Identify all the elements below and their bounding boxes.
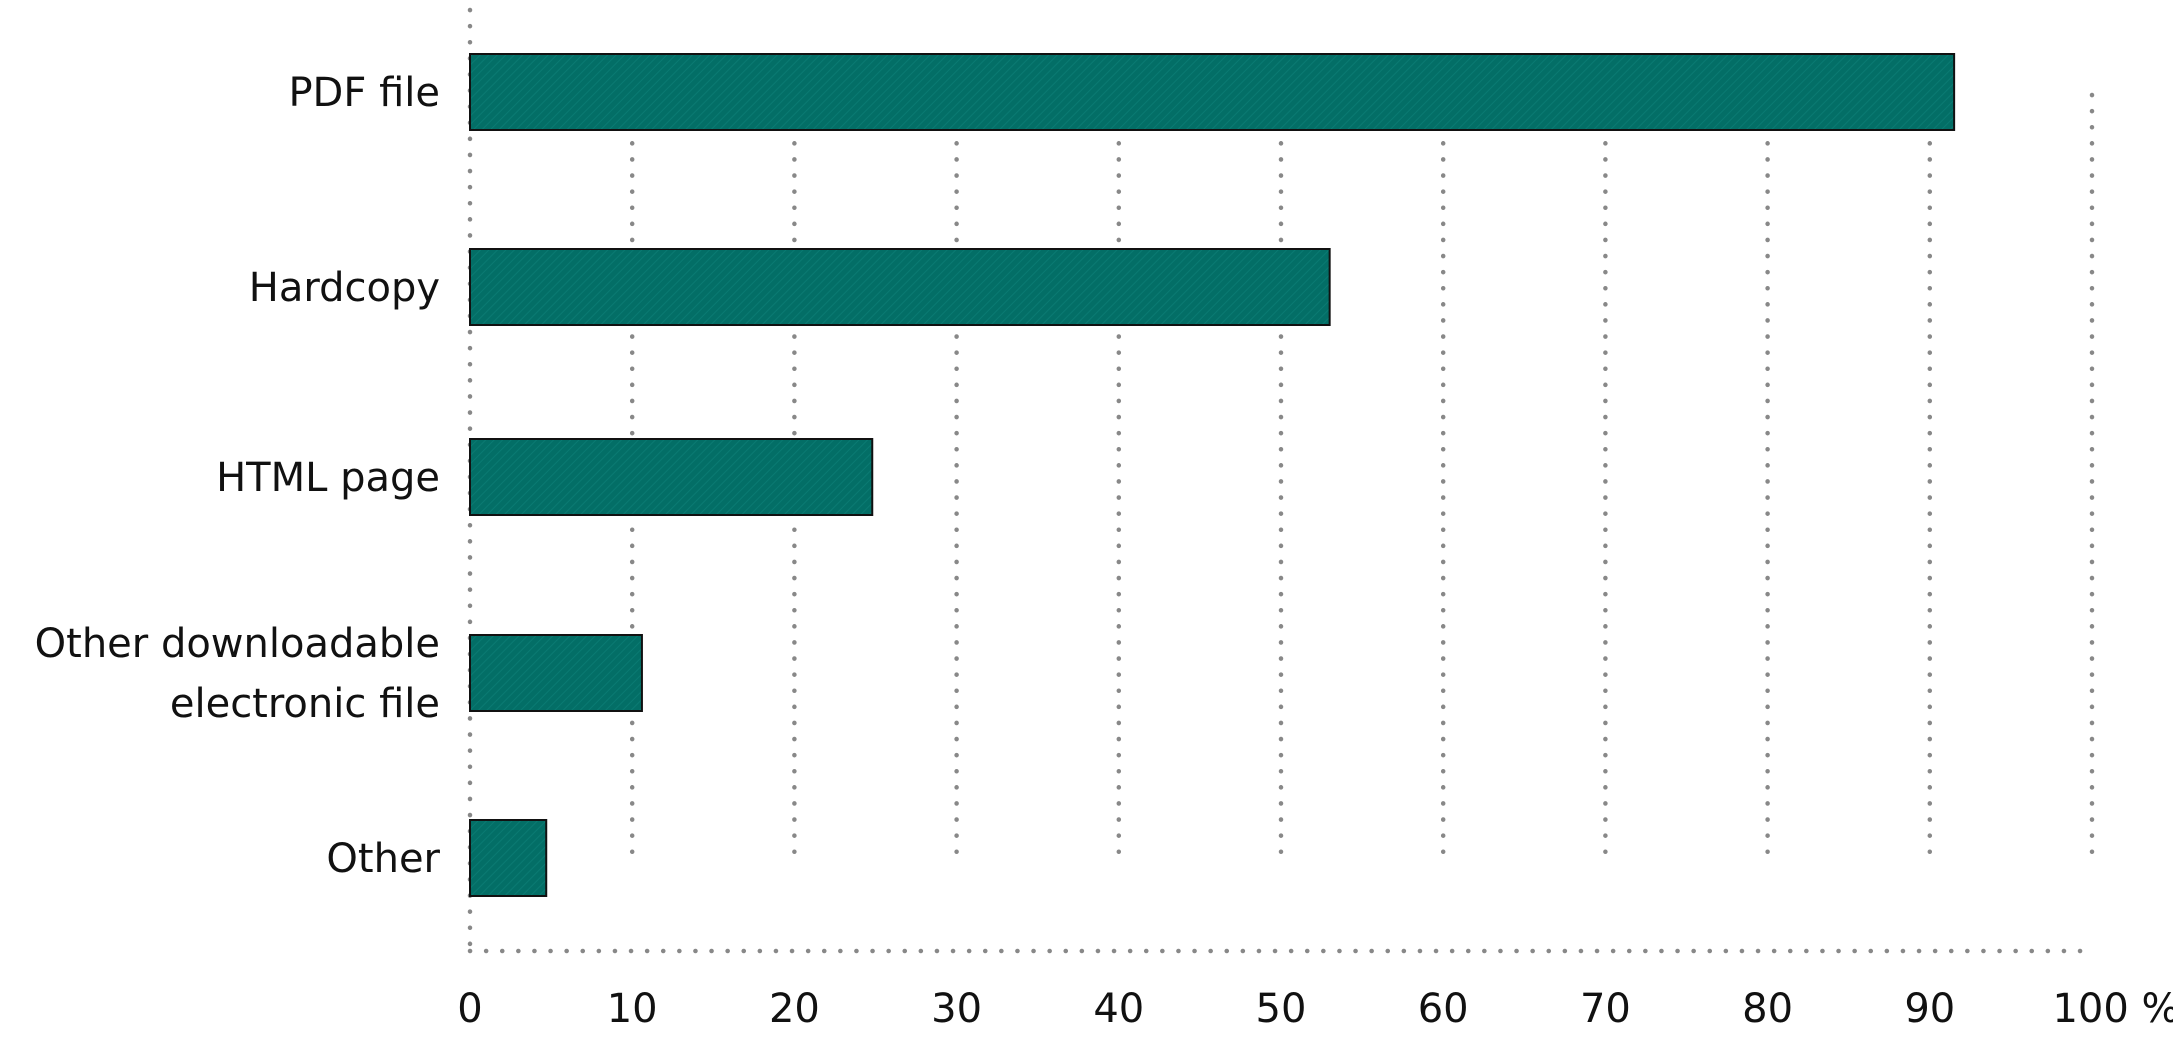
tick-label-0: 0 bbox=[457, 986, 482, 1032]
category-label-4: Other bbox=[326, 836, 440, 882]
bars bbox=[469, 53, 1956, 897]
tick-label-20: 20 bbox=[769, 986, 820, 1032]
bar-3 bbox=[469, 634, 643, 712]
tick-label-10: 10 bbox=[607, 986, 658, 1032]
tick-label-70: 70 bbox=[1580, 986, 1631, 1032]
bar-1 bbox=[469, 248, 1331, 326]
category-label-0: PDF file bbox=[288, 70, 440, 116]
category-labels: PDF file Hardcopy HTML page Other downloada… bbox=[35, 70, 441, 882]
tick-label-30: 30 bbox=[931, 986, 982, 1032]
category-label-3-line-1: electronic file bbox=[170, 681, 440, 727]
tick-labels: 0 10 20 30 40 50 60 70 80 90 100 % bbox=[457, 986, 2173, 1032]
tick-label-40: 40 bbox=[1093, 986, 1144, 1032]
bar-4 bbox=[469, 819, 548, 897]
tick-label-80: 80 bbox=[1742, 986, 1793, 1032]
tick-label-90: 90 bbox=[1904, 986, 1955, 1032]
tick-label-50: 50 bbox=[1256, 986, 1307, 1032]
category-label-3-line-0: Other downloadable bbox=[35, 621, 440, 667]
bar-0 bbox=[469, 53, 1956, 131]
category-label-1: Hardcopy bbox=[249, 265, 440, 311]
tick-label-100: 100 % bbox=[2052, 986, 2173, 1032]
gridlines bbox=[467, 7, 2095, 954]
tick-label-60: 60 bbox=[1418, 986, 1469, 1032]
category-label-2: HTML page bbox=[216, 455, 440, 501]
bar-2 bbox=[469, 438, 874, 516]
